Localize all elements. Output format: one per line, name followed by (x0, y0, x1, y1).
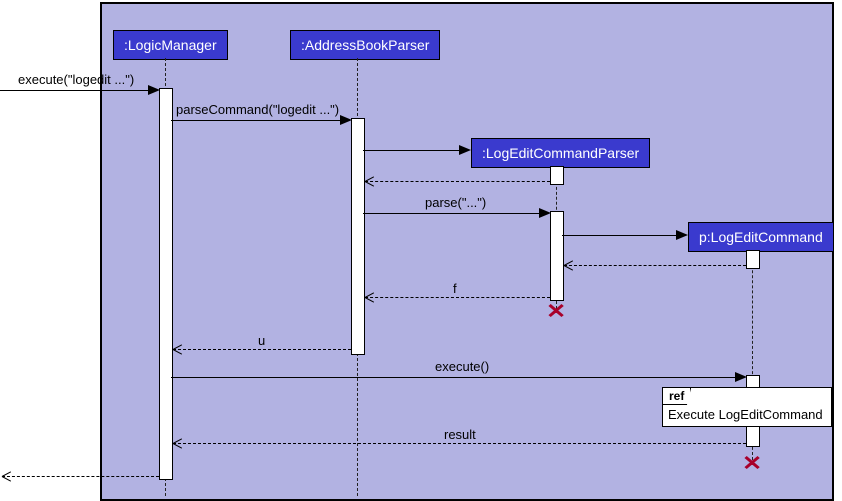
sequence-diagram: Logic :LogicManager :AddressBookParser :… (0, 0, 842, 500)
msg-execute2: execute() (435, 359, 489, 374)
msg-parsecommand: parseCommand("logedit ...") (176, 102, 339, 117)
msg-f: f (453, 281, 457, 296)
logeditcommandparser-label: :LogEditCommandParser (482, 145, 639, 161)
arrowhead-create-cmd (676, 230, 688, 240)
arrow-parsecommand (171, 120, 340, 121)
x-cmd: ✕ (742, 451, 762, 476)
arrowhead-create-parser (459, 145, 471, 155)
arrow-final (2, 476, 159, 477)
arrowhead-parse (539, 208, 551, 218)
logicmanager-label: :LogicManager (124, 37, 217, 53)
logicmanager-head: :LogicManager (113, 30, 228, 60)
arrow-f (365, 297, 550, 298)
addressbookparser-head: :AddressBookParser (290, 30, 440, 60)
frame-top (100, 2, 834, 22)
ref-text: Execute LogEditCommand (668, 407, 823, 422)
logeditcommand-act1 (746, 250, 760, 269)
ref-tab: ref (662, 387, 691, 405)
arrowhead-execute (148, 85, 160, 95)
msg-execute: execute("logedit ...") (18, 72, 134, 87)
arrow-execute (0, 90, 148, 91)
msg-result: result (444, 427, 476, 442)
arrow-result (173, 443, 746, 444)
arrow-create-parser (363, 150, 459, 151)
logeditcommandparser-act1 (550, 166, 564, 185)
addressbookparser-activation (351, 118, 365, 355)
logeditcommand-label: p:LogEditCommand (699, 229, 823, 245)
addressbookparser-label: :AddressBookParser (301, 37, 429, 53)
arrow-create-cmd-return (564, 265, 746, 266)
msg-parse: parse("...") (425, 195, 486, 210)
arrow-create-cmd (562, 235, 676, 236)
x-parser: ✕ (546, 299, 566, 324)
logicmanager-activation (159, 88, 173, 480)
arrow-execute2 (171, 377, 735, 378)
arrow-u (173, 349, 351, 350)
logeditcommandparser-head: :LogEditCommandParser (471, 138, 650, 168)
arrow-create-parser-return (365, 181, 550, 182)
logeditcommandparser-act2 (550, 211, 564, 301)
arrow-parse (363, 213, 539, 214)
msg-u: u (258, 333, 265, 348)
arrowhead-execute2 (735, 372, 747, 382)
logeditcommand-head: p:LogEditCommand (688, 222, 834, 252)
arrowhead-parsecommand (340, 115, 352, 125)
